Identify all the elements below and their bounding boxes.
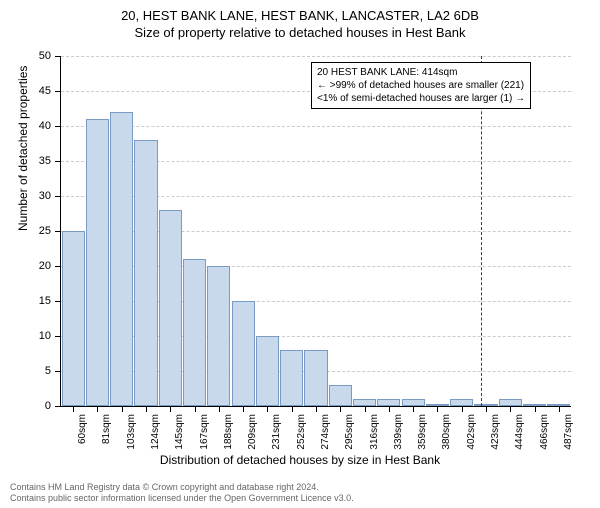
x-tick	[510, 406, 511, 412]
bar	[86, 119, 109, 406]
x-tick-label: 60sqm	[77, 414, 88, 444]
x-tick	[73, 406, 74, 412]
x-tick-label: 466sqm	[539, 414, 550, 450]
grid-line	[61, 56, 571, 58]
x-tick	[146, 406, 147, 412]
x-tick-label: 188sqm	[223, 414, 234, 450]
footer-line1: Contains HM Land Registry data © Crown c…	[10, 482, 354, 493]
info-box-line: 20 HEST BANK LANE: 414sqm	[317, 66, 525, 79]
x-tick	[462, 406, 463, 412]
bar	[402, 399, 425, 406]
y-tick	[55, 126, 61, 127]
y-tick	[55, 91, 61, 92]
bar	[232, 301, 255, 406]
x-tick	[389, 406, 390, 412]
y-tick-label: 20	[39, 260, 51, 272]
y-tick-label: 40	[39, 120, 51, 132]
y-tick	[55, 371, 61, 372]
x-tick	[267, 406, 268, 412]
y-tick-label: 45	[39, 85, 51, 97]
y-axis-label: Number of detached properties	[16, 66, 30, 231]
x-tick-label: 124sqm	[150, 414, 161, 450]
x-tick	[365, 406, 366, 412]
x-tick-label: 402sqm	[466, 414, 477, 450]
y-tick	[55, 196, 61, 197]
bar	[134, 140, 157, 406]
bar	[207, 266, 230, 406]
bar	[499, 399, 522, 406]
chart-title-sub: Size of property relative to detached ho…	[0, 25, 600, 40]
y-tick-label: 25	[39, 225, 51, 237]
y-tick	[55, 336, 61, 337]
x-tick	[316, 406, 317, 412]
bar	[110, 112, 133, 406]
bar	[450, 399, 473, 406]
x-tick	[413, 406, 414, 412]
y-tick-label: 35	[39, 155, 51, 167]
bar	[256, 336, 279, 406]
bar	[329, 385, 352, 406]
x-tick	[340, 406, 341, 412]
x-tick-label: 380sqm	[441, 414, 452, 450]
x-tick-label: 295sqm	[344, 414, 355, 450]
x-tick-label: 274sqm	[320, 414, 331, 450]
info-box: 20 HEST BANK LANE: 414sqm← >99% of detac…	[311, 62, 531, 109]
y-tick	[55, 56, 61, 57]
bar	[280, 350, 303, 406]
x-tick-label: 444sqm	[514, 414, 525, 450]
y-tick-label: 15	[39, 295, 51, 307]
x-tick-label: 103sqm	[126, 414, 137, 450]
y-tick-label: 0	[45, 400, 51, 412]
footer-line2: Contains public sector information licen…	[10, 493, 354, 504]
x-tick-label: 167sqm	[199, 414, 210, 450]
y-tick-label: 5	[45, 365, 51, 377]
bar	[62, 231, 85, 406]
info-box-line: <1% of semi-detached houses are larger (…	[317, 92, 525, 105]
x-tick	[535, 406, 536, 412]
x-tick-label: 231sqm	[271, 414, 282, 450]
y-tick	[55, 231, 61, 232]
bar	[304, 350, 327, 406]
x-tick	[122, 406, 123, 412]
info-box-line: ← >99% of detached houses are smaller (2…	[317, 79, 525, 92]
x-tick-label: 81sqm	[101, 414, 112, 444]
y-tick-label: 50	[39, 50, 51, 62]
y-tick	[55, 266, 61, 267]
x-axis-label: Distribution of detached houses by size …	[0, 453, 600, 467]
bar	[353, 399, 376, 406]
x-tick	[486, 406, 487, 412]
x-tick	[97, 406, 98, 412]
bar	[183, 259, 206, 406]
chart-title-main: 20, HEST BANK LANE, HEST BANK, LANCASTER…	[0, 8, 600, 23]
x-tick-label: 145sqm	[174, 414, 185, 450]
x-tick-label: 209sqm	[247, 414, 258, 450]
footer-attribution: Contains HM Land Registry data © Crown c…	[10, 482, 354, 504]
bar	[159, 210, 182, 406]
y-tick	[55, 301, 61, 302]
x-tick-label: 339sqm	[393, 414, 404, 450]
x-tick	[437, 406, 438, 412]
x-tick	[243, 406, 244, 412]
plot-area: 0510152025303540455060sqm81sqm103sqm124s…	[60, 56, 571, 407]
y-tick	[55, 161, 61, 162]
x-tick	[170, 406, 171, 412]
x-tick-label: 316sqm	[369, 414, 380, 450]
grid-line	[61, 126, 571, 128]
y-tick-label: 10	[39, 330, 51, 342]
x-tick	[559, 406, 560, 412]
bar	[377, 399, 400, 406]
x-tick-label: 423sqm	[490, 414, 501, 450]
y-tick-label: 30	[39, 190, 51, 202]
x-tick-label: 252sqm	[296, 414, 307, 450]
y-tick	[55, 406, 61, 407]
chart-area: 0510152025303540455060sqm81sqm103sqm124s…	[60, 56, 570, 406]
x-tick-label: 487sqm	[563, 414, 574, 450]
x-tick	[195, 406, 196, 412]
x-tick-label: 359sqm	[417, 414, 428, 450]
x-tick	[219, 406, 220, 412]
x-tick	[292, 406, 293, 412]
